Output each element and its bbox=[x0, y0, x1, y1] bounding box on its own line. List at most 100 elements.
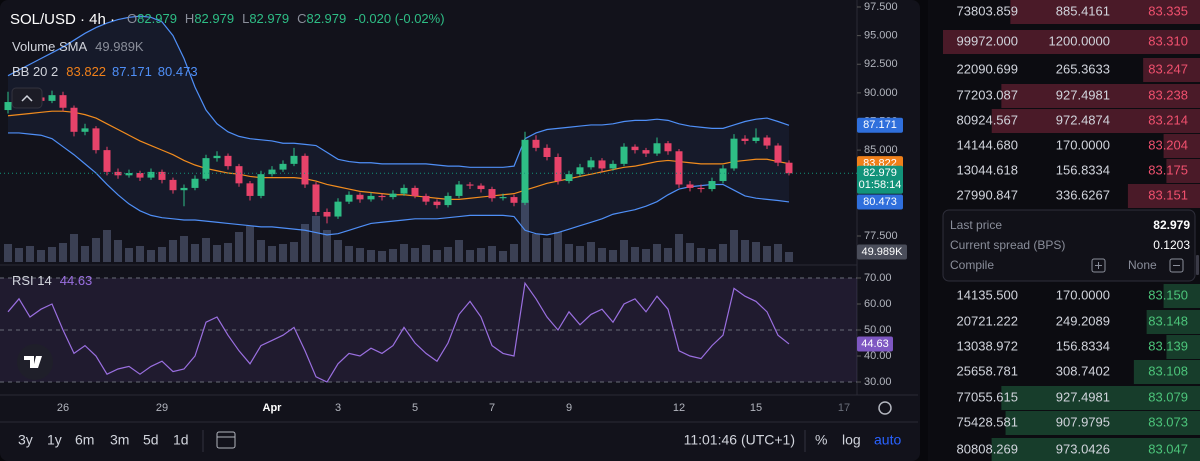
legend-header: SOL/USD · 4h · O82.979 H82.979 L82.979 C82.9… bbox=[10, 11, 445, 28]
candle-body bbox=[334, 201, 342, 217]
band-fill bbox=[8, 16, 789, 235]
candle-body bbox=[554, 156, 562, 182]
range-button[interactable]: 6m bbox=[75, 432, 94, 448]
settings-icon[interactable] bbox=[878, 401, 892, 415]
plus-button[interactable] bbox=[1091, 258, 1106, 273]
depth-bar bbox=[1010, 0, 1200, 24]
info-value: 0.1203 bbox=[1153, 238, 1190, 252]
candle-body bbox=[521, 139, 529, 203]
range-button[interactable]: 5d bbox=[143, 432, 159, 448]
amount: 75428.581 bbox=[957, 414, 1018, 429]
bb-lower-line bbox=[8, 132, 790, 236]
depth-bar bbox=[1146, 310, 1200, 334]
depth-bar bbox=[991, 438, 1200, 461]
size: 170.0000 bbox=[1056, 287, 1110, 302]
price-tag-label: 82.979 bbox=[863, 167, 897, 179]
indicator-value: 83.822 bbox=[66, 64, 106, 79]
volume-bar bbox=[719, 244, 727, 262]
volume-bar bbox=[488, 246, 496, 262]
candle-body bbox=[488, 189, 496, 199]
volume-bar bbox=[686, 243, 694, 262]
volume-bar bbox=[532, 234, 540, 262]
calendar-icon[interactable] bbox=[216, 431, 236, 449]
price: 83.108 bbox=[1148, 363, 1188, 378]
volume-bar bbox=[664, 248, 672, 262]
candle-body bbox=[664, 143, 672, 152]
y-tick-label: 50.00 bbox=[864, 324, 892, 336]
candle-body bbox=[763, 137, 771, 146]
amount: 20721.222 bbox=[957, 313, 1018, 328]
volume-bar bbox=[785, 252, 793, 262]
volume-bar bbox=[631, 247, 639, 262]
info-box bbox=[942, 209, 1196, 282]
depth-bar bbox=[1163, 134, 1200, 158]
volume-bar bbox=[389, 249, 397, 262]
volume-bar bbox=[279, 244, 287, 262]
volume-bar bbox=[103, 230, 111, 262]
y-tick-label: 95.000 bbox=[864, 30, 898, 42]
volume-bar bbox=[433, 250, 441, 262]
price: 83.310 bbox=[1148, 33, 1188, 48]
candle-body bbox=[114, 171, 122, 176]
volume-bar bbox=[202, 238, 210, 262]
x-tick-label: 17 bbox=[838, 402, 850, 414]
price: 83.204 bbox=[1148, 137, 1188, 152]
range-button[interactable]: 3y bbox=[18, 432, 33, 448]
volume-bar bbox=[444, 247, 452, 262]
compile-value[interactable]: None bbox=[1128, 258, 1157, 272]
volume-bar bbox=[268, 246, 276, 262]
volume-bar bbox=[697, 248, 705, 262]
candle-body bbox=[653, 143, 661, 154]
candle-body bbox=[345, 194, 353, 202]
rsi-legend: RSI 14 44.63 bbox=[12, 273, 92, 288]
candle-body bbox=[323, 211, 331, 217]
candle-body bbox=[774, 145, 782, 163]
y-tick-label: 97.500 bbox=[864, 1, 898, 13]
amount: 73803.859 bbox=[957, 3, 1018, 18]
range-button[interactable]: 3m bbox=[110, 432, 129, 448]
plot bbox=[0, 6, 861, 383]
size: 265.3633 bbox=[1056, 61, 1110, 76]
ohlc-value: 82.979 bbox=[137, 11, 177, 26]
indicator-value: 44.63 bbox=[60, 273, 93, 288]
volume-bar bbox=[587, 242, 595, 262]
price-tag-label: 87.171 bbox=[863, 119, 897, 131]
ohlc-value: 82.979 bbox=[194, 11, 234, 26]
price-tag bbox=[857, 117, 903, 133]
candle-body bbox=[257, 174, 265, 196]
range-button[interactable]: 1y bbox=[47, 432, 62, 448]
candle-body bbox=[631, 146, 639, 151]
rsi-tag-label: 44.63 bbox=[861, 338, 889, 350]
candle-body bbox=[785, 162, 793, 174]
price: 83.150 bbox=[1148, 287, 1188, 302]
volume-bar bbox=[48, 247, 56, 262]
candle-body bbox=[466, 184, 474, 186]
volume-bar bbox=[125, 248, 133, 262]
volume-bar bbox=[499, 251, 507, 262]
volume-bar bbox=[653, 244, 661, 262]
depth-bar bbox=[991, 109, 1200, 133]
amount: 14144.680 bbox=[957, 137, 1018, 152]
scale-button[interactable]: % bbox=[815, 432, 827, 448]
scale-button[interactable]: auto bbox=[874, 432, 901, 448]
scale-button[interactable]: log bbox=[842, 432, 861, 448]
amount: 13044.618 bbox=[957, 162, 1018, 177]
volume-bar bbox=[180, 236, 188, 262]
candle-body bbox=[444, 195, 452, 206]
minus-button[interactable] bbox=[1169, 258, 1184, 273]
range-button[interactable]: 1d bbox=[173, 432, 189, 448]
price: 83.073 bbox=[1148, 414, 1188, 429]
depth-bar bbox=[1133, 360, 1200, 384]
amount: 25658.781 bbox=[957, 363, 1018, 378]
candle-body bbox=[389, 193, 397, 198]
scrollbar[interactable] bbox=[1196, 255, 1199, 275]
candle-body bbox=[411, 187, 419, 196]
candle-body bbox=[191, 178, 199, 188]
volume-bar bbox=[752, 242, 760, 262]
collapse-button[interactable] bbox=[11, 87, 43, 109]
candle-body bbox=[48, 95, 56, 101]
volume-bar bbox=[70, 234, 78, 262]
volume-bar bbox=[477, 248, 485, 262]
amount: 77203.087 bbox=[957, 87, 1018, 102]
volume-bar bbox=[741, 240, 749, 262]
